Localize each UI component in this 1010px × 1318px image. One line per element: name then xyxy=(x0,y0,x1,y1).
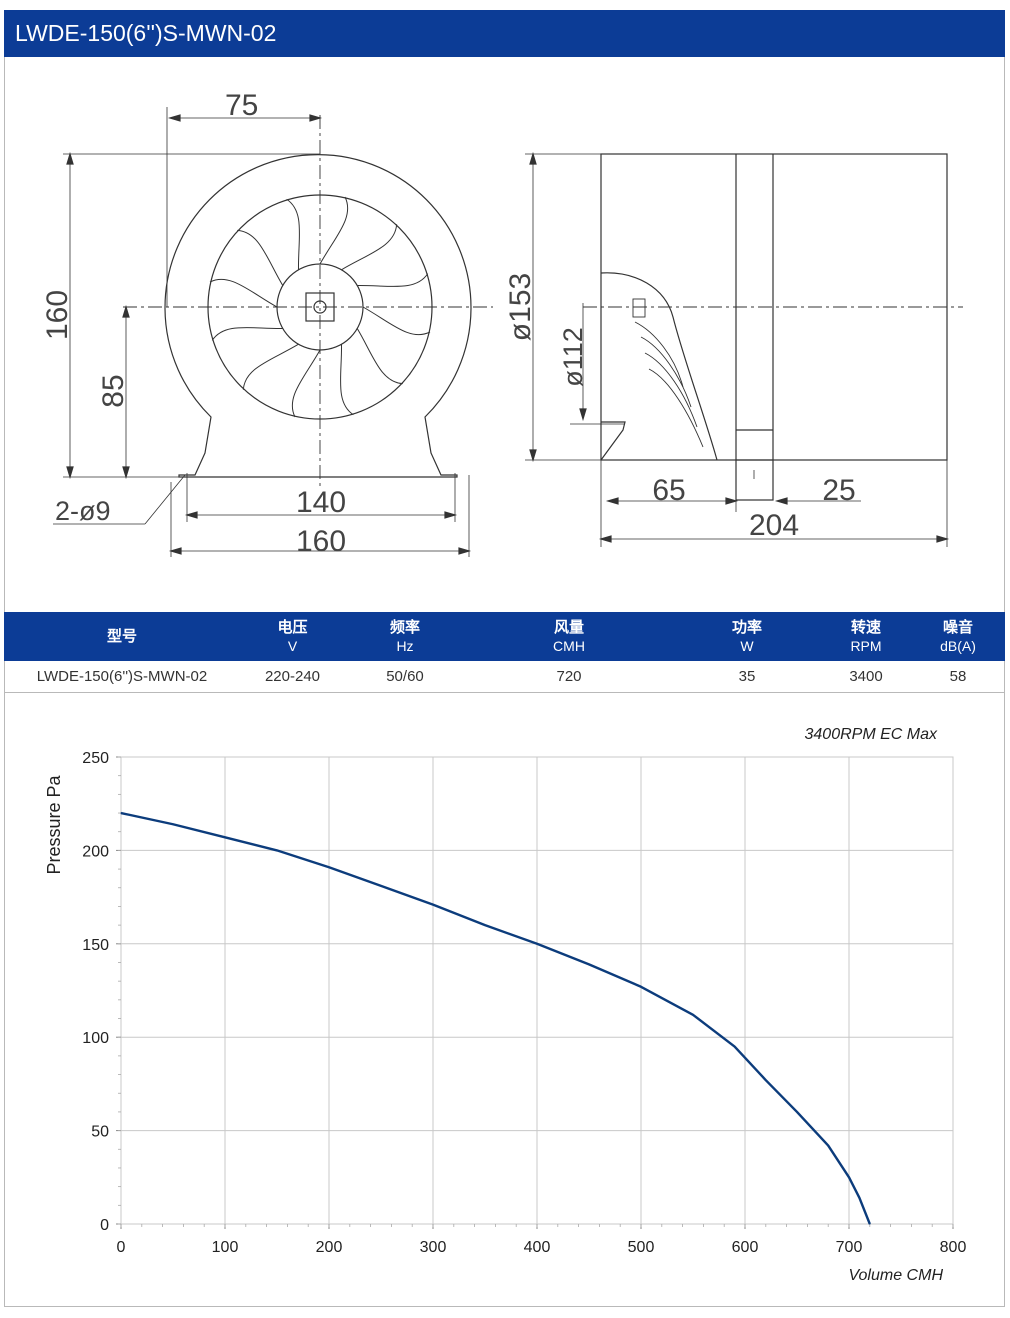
curve-point xyxy=(484,924,486,926)
header-speed: 转速 RPM xyxy=(850,618,882,654)
curve-point xyxy=(692,1014,694,1016)
dim-75-label: 75 xyxy=(225,89,258,122)
y-tick-label: 150 xyxy=(82,937,109,954)
y-tick-label: 250 xyxy=(82,750,109,767)
dim-holes-label: 2-ø9 xyxy=(55,496,111,526)
cell-noise: 58 xyxy=(949,668,967,685)
header-airflow: 风量 CMH xyxy=(553,618,585,654)
dim-153-label: ø153 xyxy=(504,273,537,341)
x-tick-label: 100 xyxy=(212,1239,239,1256)
impeller-blades xyxy=(209,196,431,418)
curve-point xyxy=(848,1176,850,1178)
y-axis-label: Pressure Pa xyxy=(44,774,64,874)
cell-model: LWDE-150(6'')S-MWN-02 xyxy=(36,668,208,685)
dim-204-label: 204 xyxy=(749,509,799,542)
x-tick-label: 400 xyxy=(524,1239,551,1256)
curve-point xyxy=(869,1223,871,1225)
curve-point xyxy=(536,943,538,945)
curve-point xyxy=(588,963,590,965)
pressure-curve xyxy=(120,811,871,1225)
x-tick-label: 600 xyxy=(732,1239,759,1256)
dim-112-label: ø112 xyxy=(558,327,588,387)
curve-point xyxy=(224,836,226,838)
chart-annotation: 3400RPM EC Max xyxy=(805,726,938,743)
technical-drawing: 75 160 85 2-ø9 140 160 ø153 ø112 65 25 2… xyxy=(41,89,963,558)
spec-table-header: 型号 电压 V 频率 Hz 风量 CMH 功率 W 转速 RPM 噪音 dB(A… xyxy=(4,612,1005,661)
curve-point xyxy=(432,903,434,906)
cell-speed: 3400 xyxy=(849,668,883,685)
dim-140-label: 140 xyxy=(296,486,346,519)
dim-25-label: 25 xyxy=(822,474,855,507)
curve-point xyxy=(827,1144,829,1147)
cell-airflow: 720 xyxy=(556,668,582,685)
cell-power: 35 xyxy=(738,668,756,685)
curve-point xyxy=(734,1045,736,1048)
x-tick-label: 700 xyxy=(836,1239,863,1256)
header-frequency: 频率 Hz xyxy=(389,618,420,654)
header-noise: 噪音 dB(A) xyxy=(940,618,976,654)
header-voltage: 电压 V xyxy=(277,618,308,654)
side-view xyxy=(525,151,963,547)
x-tick-label: 200 xyxy=(316,1239,343,1256)
curve-point xyxy=(796,1111,798,1113)
dim-160-width-label: 160 xyxy=(296,525,346,558)
dim-160-height-label: 160 xyxy=(41,290,74,340)
x-axis-label: Volume CMH xyxy=(848,1267,943,1284)
curve-point xyxy=(120,812,122,814)
front-view xyxy=(53,107,493,557)
header-power: 功率 W xyxy=(731,618,762,654)
y-tick-label: 100 xyxy=(82,1030,109,1047)
x-tick-label: 300 xyxy=(420,1239,447,1256)
performance-chart: 3400RPM EC Max Pressure Pa Volume CMH 0 1… xyxy=(44,726,967,1284)
header-model: 型号 xyxy=(106,627,137,645)
cell-frequency: 50/60 xyxy=(386,668,424,685)
curve-point xyxy=(172,823,174,825)
x-tick-label: 500 xyxy=(628,1239,655,1256)
y-tick-label: 0 xyxy=(100,1217,109,1234)
curve-point xyxy=(276,849,278,851)
dim-65-label: 65 xyxy=(652,474,685,507)
curve-point xyxy=(858,1197,861,1199)
y-tick-label: 50 xyxy=(91,1124,109,1141)
curve-point xyxy=(640,986,642,988)
spec-table-row: LWDE-150(6'')S-MWN-02 220-240 50/60 720 … xyxy=(4,662,1005,693)
x-tick-label: 800 xyxy=(940,1239,967,1256)
curve-point xyxy=(328,866,330,868)
curve-point xyxy=(380,885,382,887)
dim-85-label: 85 xyxy=(97,374,130,407)
y-tick-label: 200 xyxy=(82,843,109,860)
curve-point xyxy=(765,1079,767,1081)
x-tick-label: 0 xyxy=(117,1239,126,1256)
page-title: LWDE-150(6'')S-MWN-02 xyxy=(4,10,1005,57)
cell-voltage: 220-240 xyxy=(264,668,321,685)
